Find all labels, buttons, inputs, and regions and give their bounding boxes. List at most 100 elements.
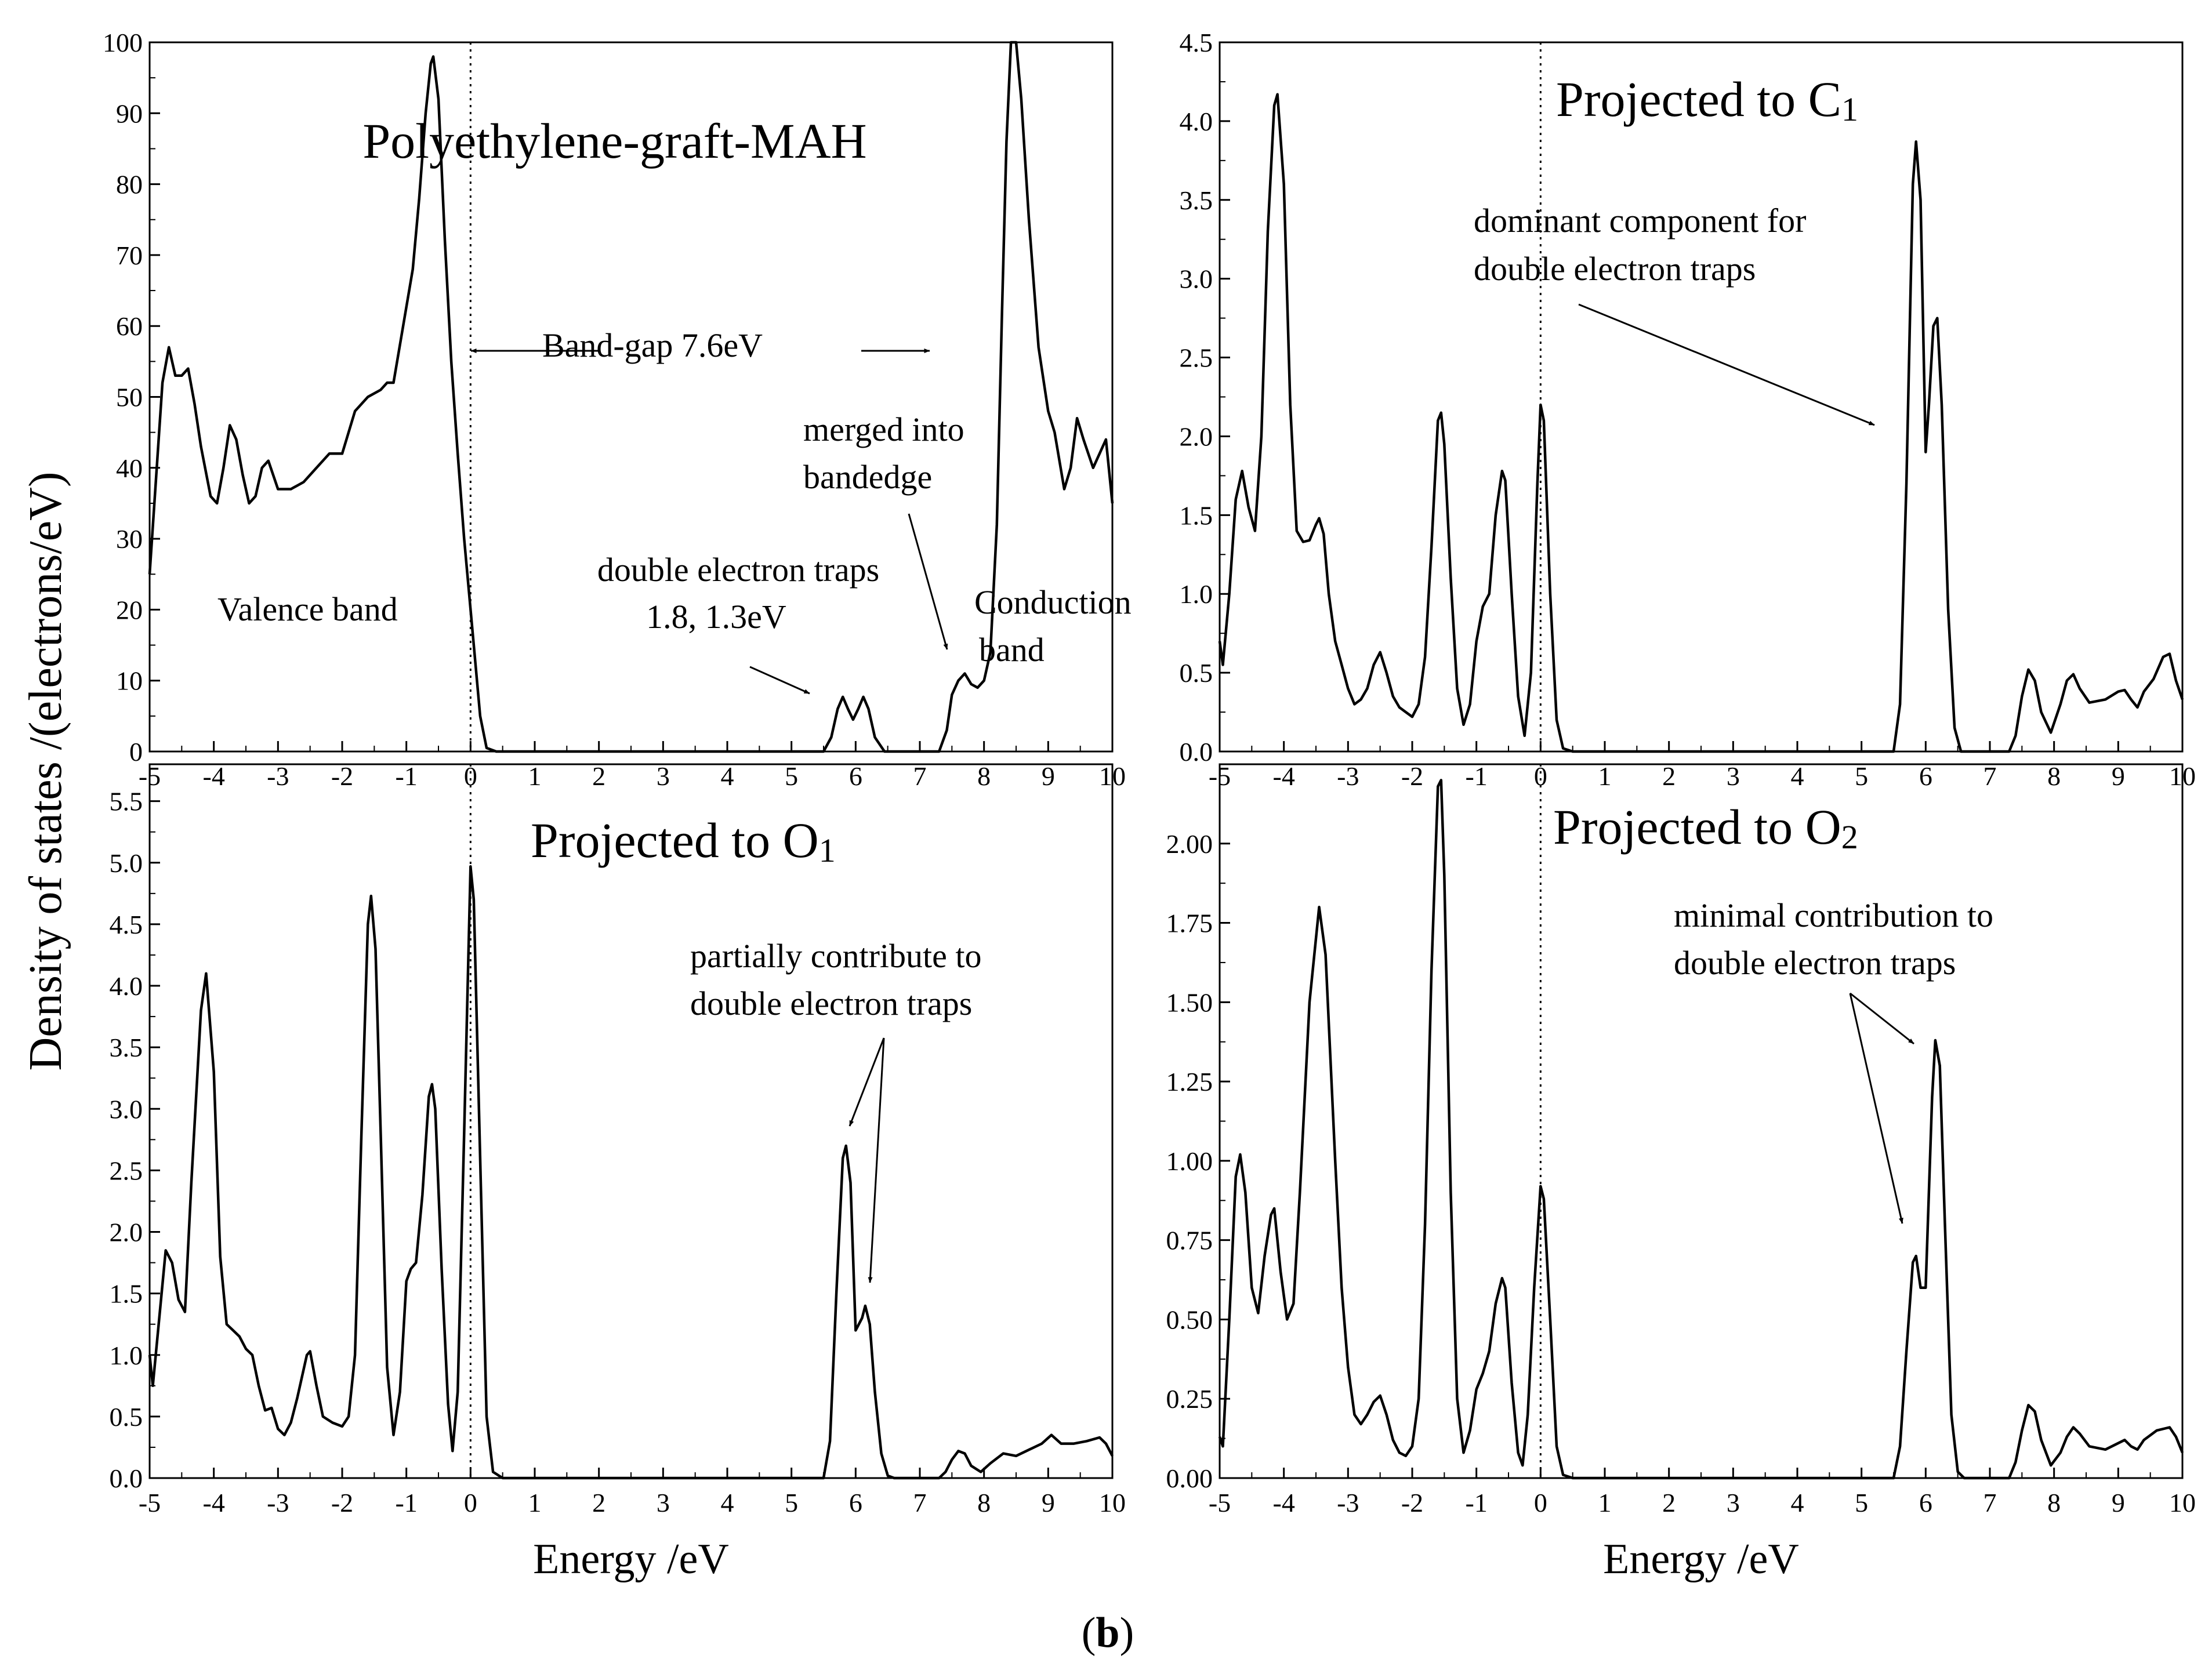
x-tick-label: -2 [1401,1488,1423,1517]
y-tick-label: 4.5 [110,910,143,939]
x-tick-label: 8 [2047,761,2061,791]
x-tick-label: -4 [1273,761,1295,791]
x-tick-label: -4 [203,761,225,791]
x-tick-label: 1 [1598,1488,1612,1517]
bandedge-arrow [908,513,948,650]
panel-title-prefix: Projected to O [1553,799,1841,855]
y-tick-label: 3.5 [110,1033,143,1062]
x-tick-label: 3 [1727,1488,1740,1517]
x-tick-label: 9 [1042,761,1055,791]
x-tick-label: -2 [331,1488,353,1517]
x-tick-label: -2 [331,761,353,791]
x-tick-label: 0 [464,761,477,791]
caption-close: ) [1120,1609,1134,1657]
y-tick-label: 0.25 [1166,1384,1213,1414]
x-tick-label: -5 [139,1488,161,1517]
panel-title-prefix: Projected to C [1556,71,1841,127]
y-tick-label: 3.0 [110,1094,143,1124]
x-tick-label: 10 [2169,1488,2196,1517]
x-tick-label: 5 [785,761,798,791]
y-tick-label: 2.0 [110,1218,143,1247]
x-tick-label: 9 [1042,1488,1055,1517]
x-tick-label: 10 [1099,1488,1126,1517]
panel-title: Projected to O2 [1553,799,1858,856]
minimal-contribution-label: minimal contribution to [1674,896,1993,934]
panel-title-prefix: Projected to O [531,812,819,868]
x-tick-label: 7 [1983,1488,1997,1517]
partially-contribute-arrow-2 [868,1037,885,1283]
x-tick-label: 0 [1534,761,1547,791]
y-tick-label: 40 [116,453,143,483]
dos-curve [1218,779,2184,1480]
x-tick-label: 9 [2112,761,2125,791]
y-tick-label: 1.5 [110,1279,143,1309]
y-tick-label: 5.5 [110,787,143,816]
y-tick-label: 3.0 [1180,264,1213,294]
x-tick-label: 3 [657,761,670,791]
dos-curve [1218,93,2184,753]
x-tick-label: -3 [1337,761,1359,791]
y-tick-label: 20 [116,595,143,625]
x-tick-label: 4 [1791,761,1804,791]
panel-c1-pdos: -5 -4 -3 -2 -1 0 1 2 3 4 5 6 7 8 9 100.00.51.01.52.02.5… [1180,28,2196,791]
x-tick-label: 7 [913,761,927,791]
x-tick-label: 7 [1983,761,1997,791]
minimal-contribution-arrow-1 [1849,993,1903,1224]
y-tick-label: 0.00 [1166,1464,1213,1493]
panel-title-subscript: 1 [1841,90,1858,128]
dominant-component-label: dominant component for [1474,202,1806,239]
y-tick-label: 0.75 [1166,1226,1213,1255]
minimal-contribution-arrow-2 [1850,992,1914,1045]
y-tick-label: 0.50 [1166,1305,1213,1334]
x-tick-label: -4 [203,1488,225,1517]
x-tick-label: 5 [785,1488,798,1517]
x-tick-label: 5 [1855,761,1868,791]
y-tick-label: 5.0 [110,848,143,878]
partially-contribute-label: partially contribute to [690,937,982,975]
x-tick-label: 6 [849,1488,862,1517]
x-tick-label: 4 [721,1488,734,1517]
panel-title-subscript: 1 [819,832,836,869]
x-tick-label: -1 [396,761,418,791]
x-tick-label: 9 [2112,1488,2125,1517]
x-tick-label: 8 [977,761,991,791]
x-tick-label: 6 [849,761,862,791]
figure-caption: (b) [1082,1609,1134,1657]
partially-contribute-label-2: double electron traps [690,985,972,1022]
y-tick-label: 0.5 [110,1402,143,1432]
y-tick-label: 4.0 [1180,107,1213,136]
plot-frame [1219,763,2184,1479]
axis-ticks: -5 -4 -3 -2 -1 0 1 2 3 4 5 6 7 8 9 100.00.51.01.52.02.5… [1180,28,2196,791]
double-traps-energies: 1.8, 1.3eV [646,598,786,636]
double-traps-arrow [749,666,810,695]
dominant-component-arrow [1578,303,1875,426]
panel-o2-pdos: -5 -4 -3 -2 -1 0 1 2 3 4 5 6 7 8 9 100.000.250.500.751.… [1166,763,2196,1583]
dominant-component-label-2: double electron traps [1474,250,1756,288]
y-tick-label: 1.0 [1180,579,1213,609]
panel-title-subscript: 2 [1841,818,1858,856]
y-tick-label: 1.25 [1166,1067,1213,1097]
dos-curve [148,41,1114,753]
y-tick-label: 1.00 [1166,1146,1213,1176]
minimal-contribution-label-2: double electron traps [1674,944,1956,982]
x-tick-label: 1 [528,1488,542,1517]
x-tick-label: -2 [1401,761,1423,791]
x-tick-label: 5 [1855,1488,1868,1517]
plot-frame [1219,41,2184,753]
x-tick-label: -5 [1209,1488,1231,1517]
x-tick-label: 3 [657,1488,670,1517]
y-tick-label: 2.00 [1166,829,1213,859]
plot-frame [148,763,1114,1479]
merged-into-label: merged into [803,411,964,448]
y-tick-label: 3.5 [1180,186,1213,215]
x-tick-label: -1 [396,1488,418,1517]
x-tick-label: -4 [1273,1488,1295,1517]
x-tick-label: 3 [1727,761,1740,791]
panel-title: Projected to C1 [1556,71,1858,128]
y-tick-label: 0.0 [1180,737,1213,767]
x-tick-label: 4 [1791,1488,1804,1517]
y-tick-label: 90 [116,99,143,128]
y-tick-label: 30 [116,524,143,554]
x-tick-label: -3 [1337,1488,1359,1517]
